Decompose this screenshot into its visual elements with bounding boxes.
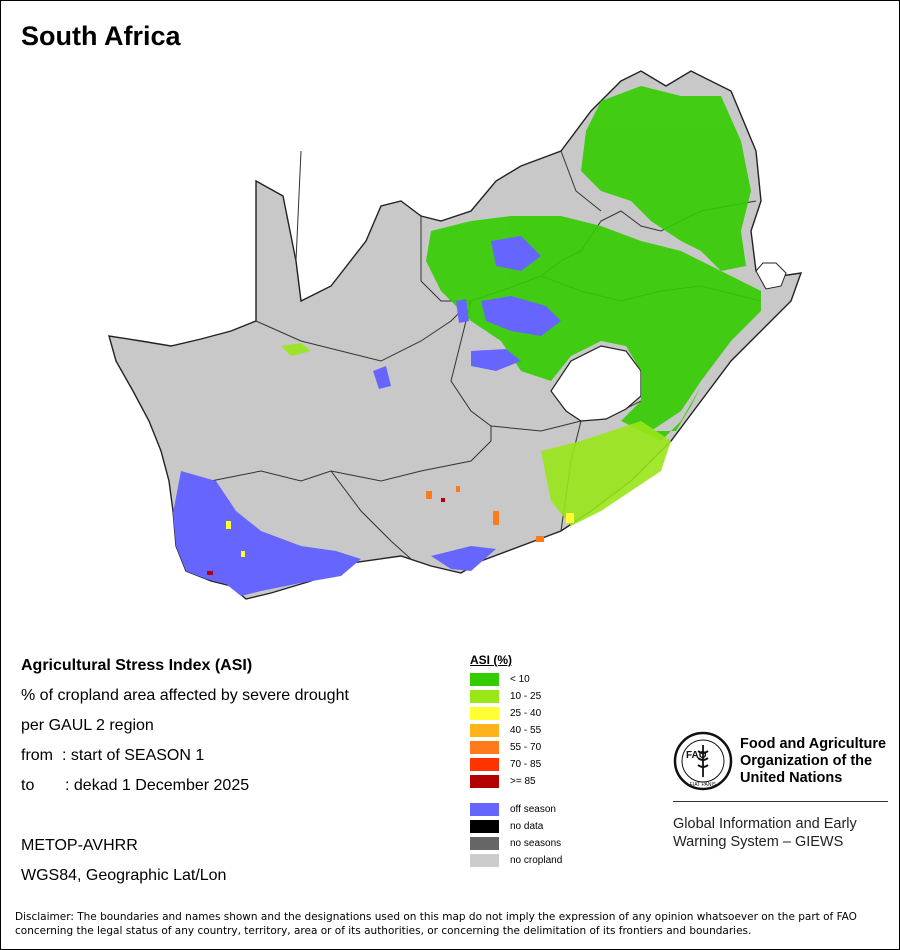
branding-divider xyxy=(673,801,888,802)
eswatini xyxy=(755,262,787,290)
legend-swatch xyxy=(470,803,499,816)
legend-swatch xyxy=(470,820,499,833)
legend-swatch xyxy=(470,837,499,850)
legend-swatch xyxy=(470,690,499,703)
asi-above-85-areas xyxy=(207,498,445,575)
legend-title: ASI (%) xyxy=(470,653,512,667)
off-season-areas xyxy=(173,236,561,596)
organization-name: Food and Agriculture Organization of the… xyxy=(740,736,887,786)
disclaimer: Disclaimer: The boundaries and names sho… xyxy=(15,911,857,937)
logo-motto: FIAT PANIS xyxy=(690,782,717,788)
period-from: from : start of SEASON 1 xyxy=(21,747,204,765)
legend-swatch xyxy=(470,724,499,737)
asi-25-40-areas xyxy=(226,513,574,557)
asi-40-70-areas xyxy=(426,486,544,542)
to-label: to xyxy=(21,777,35,794)
from-label: from xyxy=(21,747,53,764)
legend-swatch xyxy=(470,673,499,686)
legend-swatch xyxy=(470,775,499,788)
system-name: Global Information and Early Warning Sys… xyxy=(673,816,857,850)
map-title: South Africa xyxy=(21,21,181,51)
fao-logo-icon: FAO FIAT PANIS xyxy=(673,731,733,791)
logo-text: FAO xyxy=(686,750,707,761)
index-name: Agricultural Stress Index (ASI) xyxy=(21,657,253,674)
period-to: to : dekad 1 December 2025 xyxy=(21,777,249,795)
legend-swatch xyxy=(470,741,499,754)
legend-swatch xyxy=(470,854,499,867)
to-value: : dekad 1 December 2025 xyxy=(65,777,250,794)
description-line1: % of cropland area affected by severe dr… xyxy=(21,687,349,704)
asi-10-25-areas xyxy=(281,343,671,526)
description-line2: per GAUL 2 region xyxy=(21,717,154,734)
country-map xyxy=(108,70,803,600)
from-value: : start of SEASON 1 xyxy=(62,747,205,764)
asi-below-10-areas xyxy=(426,86,761,441)
legend-swatch xyxy=(470,707,499,720)
sensor: METOP-AVHRR xyxy=(21,837,138,854)
projection: WGS84, Geographic Lat/Lon xyxy=(21,867,227,884)
legend-swatch xyxy=(470,758,499,771)
